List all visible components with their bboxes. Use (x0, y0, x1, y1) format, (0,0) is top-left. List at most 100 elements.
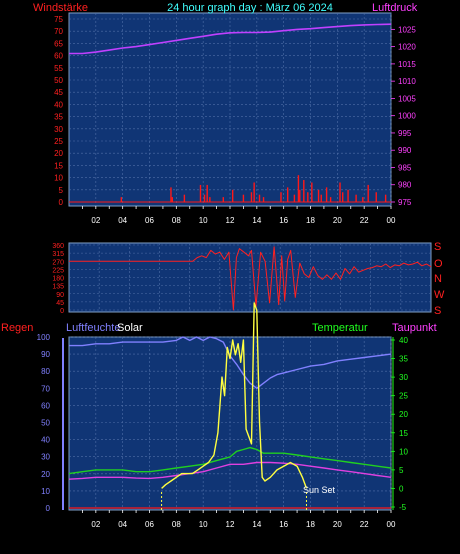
x-tick-label: 06 (145, 520, 154, 529)
wind-pressure-series (69, 23, 392, 203)
wind-y-tick-label: 15 (54, 161, 63, 170)
wind-direction-series (69, 246, 432, 311)
x-tick-label: 00 (387, 520, 396, 529)
x-tick-label: 14 (252, 216, 261, 225)
wind-y-tick-label: 55 (54, 64, 63, 73)
wind-y-tick-label: 60 (54, 52, 63, 61)
direction-y-tick-label: 135 (52, 284, 64, 291)
humidity-y-tick-label: 20 (41, 470, 50, 479)
temperature-y-tick-label: 25 (399, 392, 408, 401)
x-tick-label: 16 (279, 520, 288, 529)
humidity-y-tick-label: 30 (41, 453, 50, 462)
temperature-y-tick-label: 10 (399, 447, 408, 456)
pressure-y-tick-label: 1025 (398, 25, 416, 34)
x-tick-label: 12 (226, 216, 235, 225)
direction-y-tick-label: 360 (52, 243, 64, 250)
temperature-y-tick-label: 0 (399, 484, 404, 493)
pressure-y-tick-label: 1020 (398, 43, 416, 52)
wind-pressure-grid (69, 13, 392, 206)
wind-y-tick-label: 35 (54, 113, 63, 122)
temperature-y-tick-label: 5 (399, 466, 404, 475)
windstaerke-label: Windstärke (33, 2, 88, 14)
direction-y-tick-label: 270 (52, 259, 64, 266)
dewpoint-line (68, 461, 392, 480)
direction-y-tick-label: 180 (52, 276, 64, 283)
x-tick-label: 04 (118, 520, 127, 529)
luftfeuchte-label: Luftfeuchte (66, 322, 120, 334)
temperature-y-tick-label: -5 (399, 503, 407, 512)
x-tick-label: 18 (306, 520, 315, 529)
pressure-y-tick-label: 1005 (398, 94, 416, 103)
wind-y-tick-label: 25 (54, 137, 63, 146)
wind-y-tick-label: 20 (54, 149, 63, 158)
x-tick-label: 12 (226, 520, 235, 529)
wind-y-tick-label: 70 (54, 27, 63, 36)
temperature-y-tick-label: 30 (399, 373, 408, 382)
x-tick-label: 04 (118, 216, 127, 225)
wind-y-tick-label: 45 (54, 88, 63, 97)
pressure-y-tick-label: 980 (398, 181, 412, 190)
x-tick-label: 02 (91, 520, 100, 529)
direction-y-tick-label: 45 (56, 300, 64, 307)
humidity-y-tick-label: 10 (41, 487, 50, 496)
pressure-y-tick-label: 975 (398, 198, 412, 207)
direction-y-tick-label: 90 (56, 292, 64, 299)
humidity-y-tick-label: 40 (41, 436, 50, 445)
wind-y-tick-label: 30 (54, 125, 63, 134)
x-tick-label: 16 (279, 216, 288, 225)
climate-axis-labels: 10090807060504030201004035302520151050-5… (37, 333, 409, 529)
temperature-y-tick-label: 15 (399, 429, 408, 438)
pressure-y-tick-label: 985 (398, 163, 412, 172)
wind-y-tick-label: 0 (59, 198, 64, 207)
chart-title: 24 hour graph day : März 06 2024 (167, 2, 333, 14)
temperatur-label: Temperatur (312, 322, 368, 334)
temperature-y-tick-label: 40 (399, 336, 408, 345)
taupunkt-label: Taupunkt (392, 322, 437, 334)
x-tick-label: 06 (145, 216, 154, 225)
direction-letter-n: N (434, 273, 442, 285)
x-tick-label: 08 (172, 216, 181, 225)
direction-y-tick-label: 0 (60, 308, 64, 315)
solar-label: Solar (117, 322, 143, 334)
wind-y-tick-label: 40 (54, 100, 63, 109)
wind-y-tick-label: 65 (54, 39, 63, 48)
wind-y-tick-label: 50 (54, 76, 63, 85)
wind-y-tick-label: 10 (54, 174, 63, 183)
x-tick-label: 08 (172, 520, 181, 529)
pressure-line (69, 23, 392, 55)
x-tick-label: 10 (199, 520, 208, 529)
humidity-y-tick-label: 90 (41, 350, 50, 359)
x-tick-label: 10 (199, 216, 208, 225)
direction-letter-s-top: S (434, 241, 441, 253)
temperature-line (68, 446, 392, 475)
wind-y-tick-label: 5 (59, 186, 64, 195)
luftdruck-label: Luftdruck (372, 2, 418, 14)
x-tick-label: 14 (252, 520, 261, 529)
x-tick-label: 20 (333, 216, 342, 225)
humidity-y-tick-label: 60 (41, 401, 50, 410)
pressure-y-tick-label: 1000 (398, 112, 416, 121)
wind-pressure-axis-labels: 7570656055504540353025201510501025102010… (54, 15, 416, 225)
temperature-y-tick-label: 35 (399, 355, 408, 364)
humidity-y-tick-label: 50 (41, 419, 50, 428)
x-tick-label: 02 (91, 216, 100, 225)
direction-y-tick-label: 315 (52, 251, 64, 258)
direction-letter-s-bottom: S (434, 305, 441, 317)
direction-letter-w: W (434, 289, 445, 301)
humidity-y-tick-label: 80 (41, 367, 50, 376)
x-tick-label: 22 (360, 520, 369, 529)
x-tick-label: 00 (387, 216, 396, 225)
direction-y-tick-label: 225 (52, 267, 64, 274)
climate-series (68, 302, 392, 510)
x-tick-label: 18 (306, 216, 315, 225)
direction-line (69, 246, 432, 311)
pressure-y-tick-label: 1010 (398, 77, 416, 86)
wind-y-tick-label: 75 (54, 15, 63, 24)
humidity-y-tick-label: 0 (46, 504, 51, 513)
humidity-y-tick-label: 70 (41, 384, 50, 393)
temperature-y-tick-label: 20 (399, 410, 408, 419)
regen-label: Regen (1, 322, 33, 334)
x-tick-label: 22 (360, 216, 369, 225)
